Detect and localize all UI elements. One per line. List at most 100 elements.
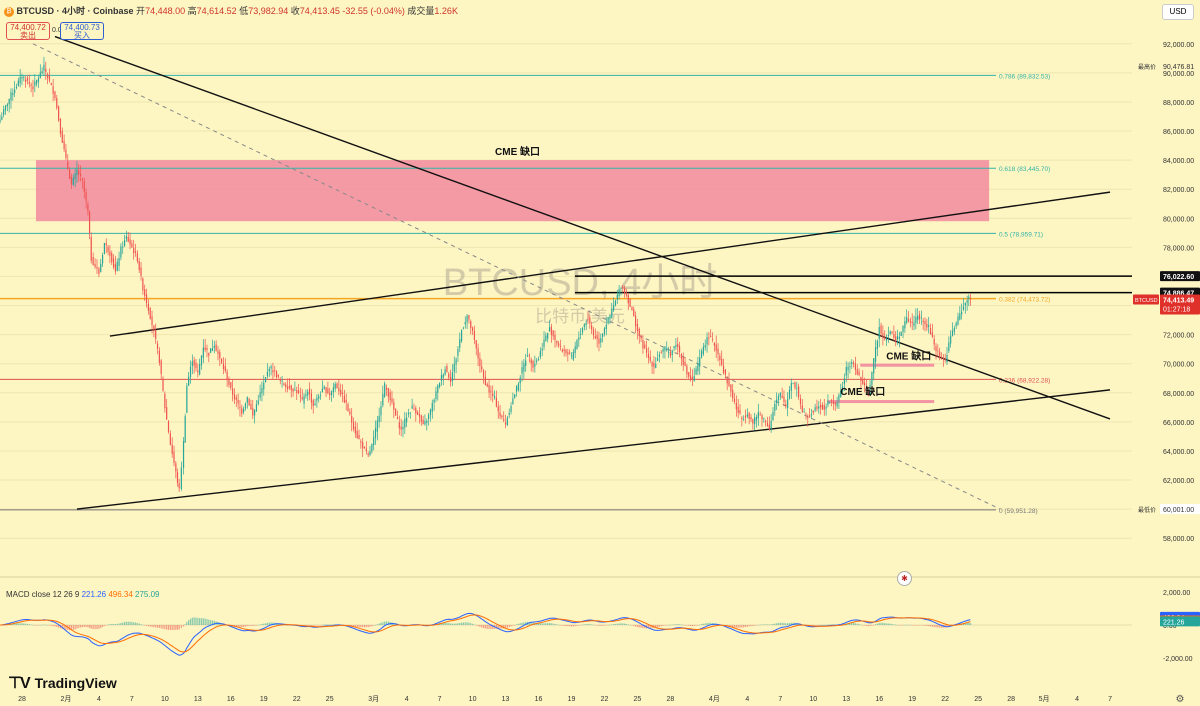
time-tick-label: 22 bbox=[941, 696, 949, 703]
macd-histogram-bar bbox=[591, 624, 593, 625]
macd-histogram-bar bbox=[939, 625, 941, 628]
candle bbox=[250, 404, 252, 410]
macd-histogram-bar bbox=[28, 624, 30, 625]
candle bbox=[556, 340, 558, 344]
macd-histogram-bar bbox=[384, 621, 386, 625]
candle bbox=[477, 348, 479, 359]
candle bbox=[827, 400, 829, 405]
candle bbox=[924, 320, 926, 325]
candle bbox=[598, 338, 600, 344]
candle bbox=[521, 367, 523, 374]
bitcoin-icon: ₿ bbox=[4, 6, 14, 17]
macd-histogram-bar bbox=[611, 624, 613, 625]
candle bbox=[752, 419, 754, 424]
candle bbox=[620, 287, 622, 289]
macd-histogram-bar bbox=[160, 625, 162, 629]
macd-histogram-bar bbox=[788, 623, 791, 625]
candle bbox=[951, 330, 954, 336]
candle bbox=[689, 375, 692, 380]
macd-histogram-bar bbox=[871, 625, 873, 626]
macd-histogram-bar bbox=[766, 624, 769, 626]
macd-histogram-bar bbox=[926, 625, 928, 626]
macd-histogram-bar bbox=[966, 622, 968, 625]
candle bbox=[96, 267, 98, 269]
gap-label: CME 缺口 bbox=[840, 385, 885, 398]
macd-histogram-bar bbox=[466, 622, 468, 625]
candle bbox=[155, 330, 157, 339]
macd-histogram-bar bbox=[208, 619, 210, 625]
macd-histogram-bar bbox=[823, 624, 825, 626]
macd-histogram-bar bbox=[528, 621, 530, 625]
candle bbox=[186, 385, 188, 413]
candle bbox=[765, 421, 767, 423]
macd-histogram-bar bbox=[849, 622, 851, 625]
currency-selector[interactable]: USD bbox=[1162, 4, 1194, 20]
macd-histogram-bar bbox=[602, 625, 604, 626]
candle bbox=[36, 79, 38, 84]
candle bbox=[45, 68, 47, 73]
candle bbox=[224, 366, 226, 372]
buy-button[interactable]: 74,400.73 买入 bbox=[60, 22, 104, 40]
highest-value: 90,476.81 bbox=[1163, 64, 1194, 71]
macd-histogram-bar bbox=[552, 623, 554, 625]
us-flag-icon[interactable]: ✱ bbox=[897, 571, 912, 586]
macd-histogram-bar bbox=[563, 625, 565, 626]
candle bbox=[475, 340, 477, 349]
candle bbox=[459, 339, 461, 348]
candle bbox=[841, 386, 844, 392]
time-tick-label: 22 bbox=[293, 696, 301, 703]
candle bbox=[885, 338, 888, 341]
candle bbox=[554, 334, 556, 340]
candle bbox=[254, 410, 256, 416]
candle bbox=[446, 366, 448, 372]
macd-histogram-bar bbox=[15, 623, 18, 625]
candle bbox=[548, 327, 551, 332]
candle bbox=[435, 391, 437, 400]
candle bbox=[312, 400, 314, 407]
macd-histogram-bar bbox=[867, 625, 869, 627]
macd-histogram-bar bbox=[675, 624, 677, 625]
candle bbox=[378, 415, 380, 423]
macd-histogram-bar bbox=[103, 625, 106, 626]
candle bbox=[4, 105, 7, 111]
candle bbox=[83, 181, 85, 192]
candle bbox=[536, 360, 538, 362]
macd-histogram-bar bbox=[917, 625, 919, 626]
macd-histogram-bar bbox=[757, 624, 759, 626]
macd-histogram-bar bbox=[830, 624, 833, 626]
sell-price: 74,400.72 bbox=[10, 23, 46, 32]
macd-histogram-bar bbox=[244, 625, 247, 627]
macd-histogram-bar bbox=[354, 625, 356, 627]
candle bbox=[360, 441, 362, 443]
candle bbox=[484, 376, 487, 386]
candle bbox=[58, 106, 60, 121]
candle bbox=[962, 306, 965, 310]
candle bbox=[920, 317, 922, 319]
price-axis[interactable]: 58,000.0060,000.0062,000.0064,000.0066,0… bbox=[1133, 42, 1200, 663]
candle bbox=[257, 400, 259, 404]
macd-histogram-bar bbox=[913, 625, 915, 626]
time-tick-label: 19 bbox=[568, 696, 576, 703]
macd-histogram-bar bbox=[318, 625, 320, 626]
time-axis[interactable]: 28 2月 4 7 10 13 16 19 22 25 3月 4 7 10 13 16 19 22 25 28 4月 4 7… bbox=[18, 694, 1184, 705]
candle bbox=[395, 408, 397, 416]
candle bbox=[147, 303, 149, 311]
macd-histogram-bar bbox=[889, 623, 891, 625]
symbol-title[interactable]: BTCUSD · 4小时 · Coinbase bbox=[16, 6, 134, 16]
sell-button[interactable]: 74,400.72 卖出 bbox=[6, 22, 50, 40]
macd-histogram-bar bbox=[254, 625, 256, 626]
macd-histogram-bar bbox=[631, 625, 633, 626]
candle bbox=[338, 387, 340, 392]
macd-histogram-bar bbox=[268, 622, 270, 625]
macd-histogram-bar bbox=[259, 624, 261, 626]
candle bbox=[136, 253, 138, 262]
candle bbox=[537, 358, 540, 361]
macd-histogram-bar bbox=[574, 625, 576, 627]
macd-histogram-bar bbox=[206, 619, 208, 625]
macd-histogram-bar bbox=[25, 623, 27, 625]
close-value: 74,413.45 bbox=[299, 6, 340, 16]
macd-histogram-bar bbox=[741, 625, 743, 628]
candle bbox=[840, 390, 842, 398]
candle bbox=[730, 384, 732, 392]
